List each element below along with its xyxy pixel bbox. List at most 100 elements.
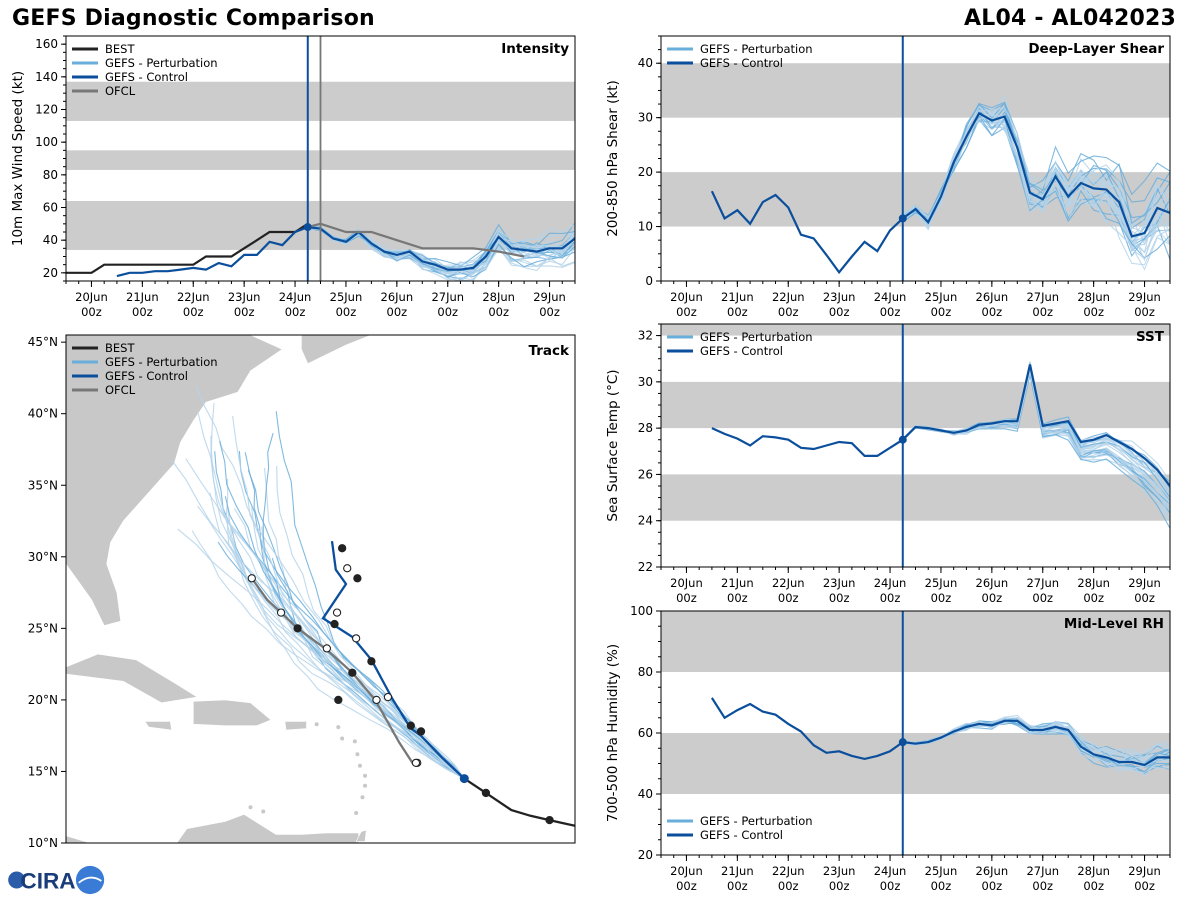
intensity-ytick-label: 40 — [43, 233, 58, 247]
legend-label: BEST — [105, 42, 135, 56]
sst-xtick-label: 29Jun — [1128, 576, 1161, 590]
rh-xtick-label: 20Jun — [670, 864, 703, 878]
intensity-ylabel: 10m Max Wind Speed (kt) — [10, 71, 26, 246]
rh-ytick-label: 20 — [638, 848, 653, 862]
sst-xtick-label: 00z — [1083, 591, 1104, 605]
intensity-ofcl-line — [307, 222, 525, 258]
logo-text: CIRA — [20, 868, 75, 893]
landmass-6 — [66, 814, 360, 843]
track-panel-label: Track — [529, 343, 570, 359]
shear-band-1 — [661, 63, 1170, 118]
sst-xtick-label: 00z — [982, 591, 1003, 605]
track-ytick-label: 45°N — [28, 335, 58, 349]
shear-xtick-label: 22Jun — [772, 290, 805, 304]
shear-xtick-label: 21Jun — [721, 290, 754, 304]
intensity-xtick-label: 00z — [336, 305, 357, 319]
island — [357, 763, 362, 768]
sst-ylabel: Sea Surface Temp (°C) — [605, 369, 621, 521]
shear-ytick-label: 30 — [638, 111, 653, 125]
track-perturbation-line — [229, 522, 465, 779]
legend-label: OFCL — [105, 84, 136, 98]
intensity-xtick-label: 00z — [437, 305, 458, 319]
storm-id: AL04 - AL042023 — [964, 6, 1176, 31]
shear-init-point — [898, 214, 907, 223]
sst-xtick-label: 28Jun — [1077, 576, 1110, 590]
shear-xtick-label: 00z — [676, 305, 697, 319]
track-best-line — [463, 777, 575, 827]
rh-ytick-label: 100 — [630, 604, 653, 618]
legend-label: GEFS - Perturbation — [700, 814, 813, 828]
shear-xtick-label: 00z — [880, 305, 901, 319]
intensity-xtick-label: 21Jun — [126, 290, 159, 304]
shear-xtick-label: 00z — [931, 305, 952, 319]
sst-xtick-label: 00z — [1134, 591, 1155, 605]
intensity-xtick-label: 25Jun — [330, 290, 363, 304]
track-frame — [65, 334, 576, 844]
rh-xtick-label: 00z — [931, 879, 952, 893]
shear-xtick-label: 26Jun — [976, 290, 1009, 304]
sst-plot — [661, 324, 1170, 529]
track-marker — [334, 695, 343, 705]
shear-ytick-label: 40 — [638, 56, 653, 70]
sst-band-1 — [661, 381, 1170, 429]
intensity-xtick-label: 23Jun — [228, 290, 261, 304]
rh-ytick-label: 40 — [638, 787, 653, 801]
rh-xtick-label: 00z — [676, 879, 697, 893]
rh-xtick-label: 00z — [1134, 879, 1155, 893]
rh-ytick-label: 60 — [638, 726, 653, 740]
sst-ytick-label: 22 — [638, 560, 653, 574]
legend-label: OFCL — [105, 383, 136, 397]
rh-xtick-label: 00z — [982, 879, 1003, 893]
intensity-xtick-label: 20Jun — [75, 290, 108, 304]
island — [248, 805, 253, 810]
track-marker — [276, 608, 286, 617]
track-perturbation-line — [276, 465, 465, 779]
shear-xtick-label: 20Jun — [670, 290, 703, 304]
rh-xtick-label: 27Jun — [1026, 864, 1059, 878]
intensity-ytick-label: 60 — [43, 201, 58, 215]
sst-init-point — [898, 435, 907, 444]
sst-xtick-label: 22Jun — [772, 576, 805, 590]
legend-label: GEFS - Perturbation — [700, 42, 813, 56]
shear-xtick-label: 29Jun — [1128, 290, 1161, 304]
sst-xtick-label: 20Jun — [670, 576, 703, 590]
track-perturbation-line — [210, 403, 465, 779]
track-gefs-control-line — [321, 540, 466, 780]
intensity-xtick-label: 22Jun — [177, 290, 210, 304]
shear-perturbation-line — [902, 113, 1170, 239]
rh-xtick-label: 22Jun — [772, 864, 805, 878]
track-marker — [406, 721, 415, 730]
landmass-4 — [144, 721, 172, 731]
shear-xtick-label: 25Jun — [925, 290, 958, 304]
logo-circle — [8, 871, 26, 889]
rh-xtick-label: 00z — [1032, 879, 1053, 893]
rh-xtick-label: 23Jun — [823, 864, 856, 878]
legend-label: GEFS - Control — [700, 344, 783, 358]
sst-xtick-label: 25Jun — [925, 576, 958, 590]
intensity-gefs-control-line — [116, 225, 575, 278]
landmass-3 — [193, 699, 272, 727]
rh-panel: 2040608010020Jun00z21Jun00z22Jun00z23Jun… — [605, 604, 1171, 893]
sst-xtick-label: 00z — [931, 591, 952, 605]
island — [352, 739, 357, 744]
sst-band-0 — [661, 474, 1170, 521]
track-plot — [66, 335, 575, 843]
intensity-ytick-label: 140 — [35, 70, 58, 84]
track-marker — [351, 634, 361, 643]
intensity-ytick-label: 100 — [35, 135, 58, 149]
intensity-xtick-label: 00z — [488, 305, 509, 319]
track-ytick-label: 35°N — [28, 478, 58, 492]
shear-ytick-label: 0 — [645, 274, 653, 288]
rh-xtick-label: 29Jun — [1128, 864, 1161, 878]
track-ytick-label: 30°N — [28, 550, 58, 564]
intensity-xtick-label: 00z — [81, 305, 102, 319]
track-marker — [337, 544, 347, 553]
sst-xtick-label: 00z — [1032, 591, 1053, 605]
cira-logo: CIRA — [8, 865, 105, 895]
shear-xtick-label: 00z — [982, 305, 1003, 319]
sst-panel: 22242628303220Jun00z21Jun00z22Jun00z23Ju… — [605, 323, 1171, 605]
shear-panel: 01020304020Jun00z21Jun00z22Jun00z23Jun00… — [605, 35, 1171, 319]
sst-xtick-label: 00z — [778, 591, 799, 605]
sst-xtick-label: 21Jun — [721, 576, 754, 590]
sst-ytick-label: 26 — [638, 467, 653, 481]
